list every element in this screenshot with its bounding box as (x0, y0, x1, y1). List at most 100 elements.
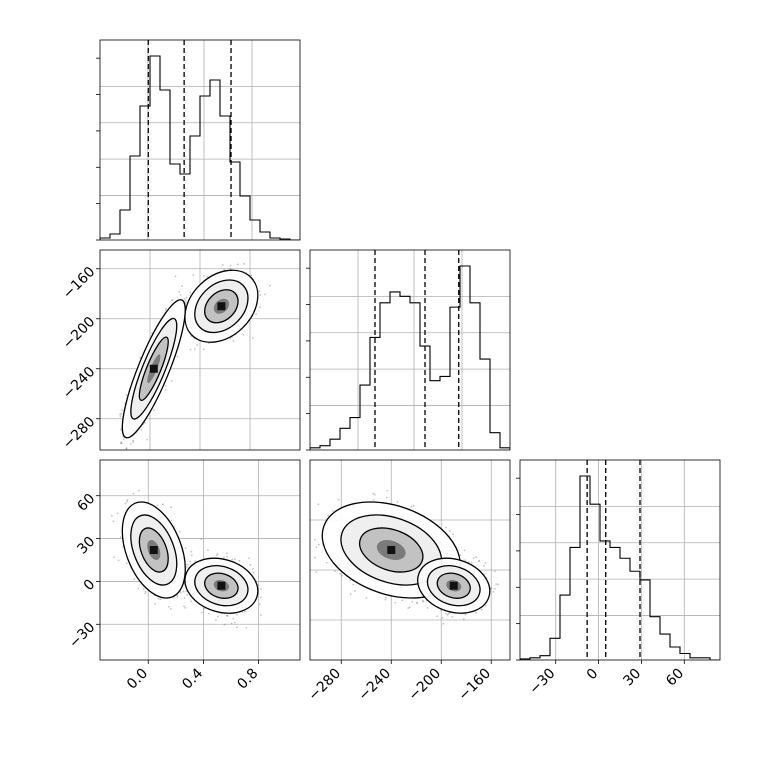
density-peak (217, 302, 226, 311)
scatter-point (123, 438, 125, 441)
scatter-point (183, 605, 186, 607)
scatter-point (190, 554, 193, 557)
y-tick-label: −30 (66, 619, 98, 651)
scatter-point (258, 603, 261, 606)
scatter-point (170, 380, 173, 382)
scatter-point (314, 556, 316, 559)
density-peak (149, 364, 158, 373)
scatter-point (478, 560, 480, 563)
scatter-point (143, 422, 146, 424)
scatter-point (185, 296, 188, 299)
scatter-point (226, 555, 228, 558)
scatter-point (124, 502, 127, 505)
scatter-point (132, 439, 135, 442)
scatter-point (174, 275, 177, 278)
scatter-point (484, 562, 487, 564)
scatter-point (447, 612, 450, 615)
scatter-point (170, 299, 173, 301)
scatter-point (445, 612, 447, 615)
scatter-point (176, 355, 179, 358)
scatter-point (411, 601, 414, 603)
scatter-point (189, 560, 192, 563)
scatter-point (249, 564, 252, 566)
scatter-point (396, 501, 399, 503)
scatter-point (157, 597, 160, 600)
scatter-point (159, 598, 162, 601)
scatter-point (216, 552, 219, 555)
y-tick-label: 30 (74, 534, 98, 558)
scatter-point (181, 285, 184, 287)
scatter-point (416, 601, 419, 604)
scatter-point (183, 297, 186, 300)
scatter-point (154, 602, 156, 605)
scatter-point (189, 348, 192, 351)
scatter-point (137, 587, 140, 590)
scatter-point (426, 607, 429, 609)
scatter-point (165, 307, 168, 310)
scatter-point (119, 413, 121, 416)
scatter-point (264, 293, 266, 296)
scatter-point (126, 499, 129, 501)
scatter-point (386, 489, 389, 492)
density (313, 489, 500, 625)
scatter-point (408, 606, 411, 609)
scatter-point (451, 615, 454, 618)
scatter-point (422, 600, 425, 603)
scatter-point (233, 621, 236, 624)
scatter-point (226, 615, 228, 617)
scatter-point (234, 558, 236, 561)
scatter-point (243, 262, 246, 265)
x-tick-label: 0.8 (234, 666, 261, 693)
scatter-point (232, 340, 235, 342)
scatter-point (125, 394, 128, 396)
histogram-step (310, 265, 510, 450)
scatter-point (132, 441, 135, 443)
scatter-point (176, 595, 179, 598)
scatter-point (221, 263, 224, 266)
scatter-point (481, 608, 483, 611)
scatter-point (217, 615, 219, 618)
scatter-point (185, 590, 188, 593)
scatter-point (459, 554, 462, 556)
scatter-point (327, 514, 330, 517)
scatter-point (475, 556, 478, 558)
scatter-point (244, 610, 246, 613)
scatter-point (190, 550, 193, 553)
scatter-point (133, 469, 135, 471)
scatter-point (120, 412, 123, 415)
scatter-point (237, 263, 239, 266)
panel-2-1: −280 −240 −200 −160 (306, 459, 511, 704)
scatter-point (185, 301, 187, 304)
scatter-point (203, 275, 205, 277)
scatter-point (231, 558, 234, 561)
scatter-point (120, 441, 123, 443)
scatter-point (238, 559, 241, 562)
scatter-point (138, 489, 140, 492)
density (110, 489, 262, 629)
scatter-point (401, 599, 404, 602)
scatter-point (269, 284, 271, 287)
scatter-point (126, 500, 129, 503)
scatter-point (178, 291, 181, 293)
scatter-point (259, 306, 261, 309)
scatter-point (226, 552, 228, 555)
scatter-point (223, 268, 226, 271)
scatter-point (365, 597, 368, 599)
scatter-point (194, 348, 196, 350)
panel-1-0: −160−200−240−280 (60, 249, 301, 471)
scatter-point (167, 605, 170, 608)
scatter-point (194, 560, 197, 563)
scatter-point (144, 592, 147, 595)
scatter-point (384, 598, 387, 601)
scatter-point (260, 614, 262, 616)
y-tick-label: −280 (60, 414, 99, 453)
scatter-point (110, 514, 113, 517)
scatter-point (415, 602, 418, 604)
scatter-point (313, 538, 316, 541)
scatter-point (216, 554, 218, 557)
density-peak (149, 546, 158, 554)
scatter-point (208, 612, 210, 615)
scatter-point (223, 623, 226, 626)
histogram-step (100, 55, 300, 240)
